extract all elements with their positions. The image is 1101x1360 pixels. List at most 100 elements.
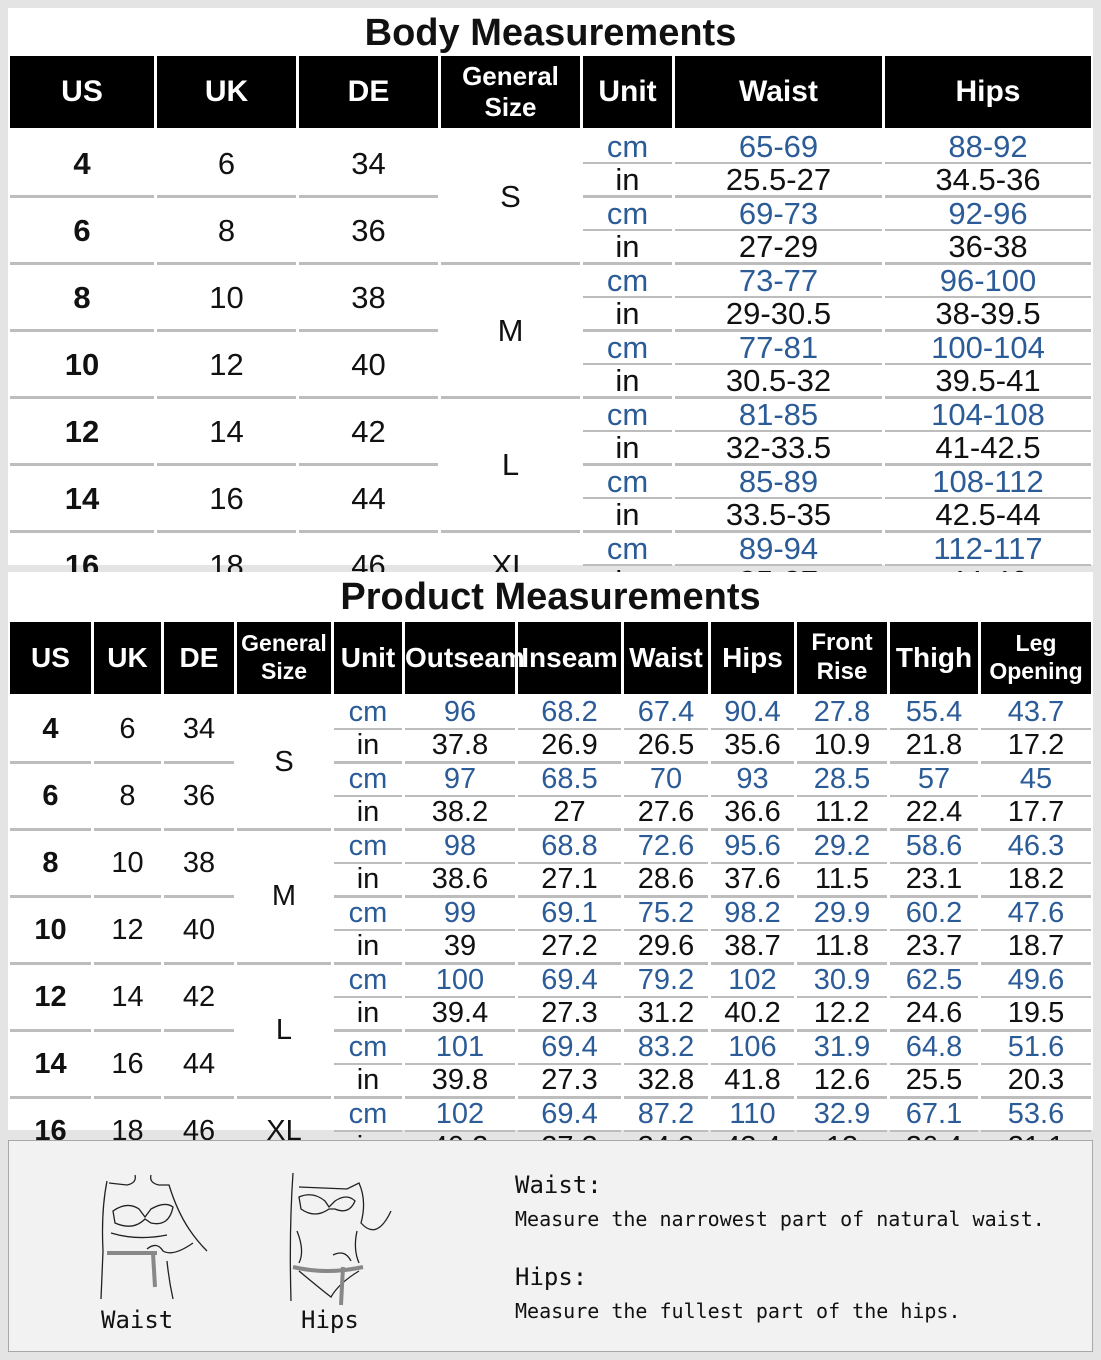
product-measurements-title: Product Measurements — [340, 576, 761, 618]
value-hips-cm: 98.2 — [711, 898, 794, 931]
value-front-rise-cm: 30.9 — [797, 965, 887, 998]
value-leg-opening-cm: 43.7 — [981, 697, 1091, 730]
value-inseam-cm: 68.8 — [518, 831, 621, 864]
table-row-size-14-in: in 39.8 27.3 32.8 41.8 12.6 25.5 20.3 — [10, 1065, 1091, 1099]
value-waist-in: 27.6 — [624, 797, 708, 831]
hips-instruction: Hips: Measure the fullest part of the hi… — [515, 1263, 961, 1323]
de-size-cell: 40 — [299, 332, 438, 399]
value-inseam-in: 27.3 — [518, 1065, 621, 1099]
value-outseam-in: 38.2 — [405, 797, 515, 831]
value-outseam-cm: 98 — [405, 831, 515, 864]
table-row-size-6-cm: 6 8 36 cm 97 68.5 70 93 28.5 57 45 — [10, 764, 1091, 831]
value-leg-opening-in: 19.5 — [981, 998, 1091, 1032]
table-row-size-4-in: in 37.8 26.9 26.5 35.6 10.9 21.8 17.2 — [10, 730, 1091, 764]
value-waist-cm: 75.2 — [624, 898, 708, 931]
waist-instruction: Waist: Measure the narrowest part of nat… — [515, 1171, 1045, 1231]
table-row-size-16-cm: 16 18 46 XL cm 102 69.4 87.2 110 32.9 67.1 53.6 — [10, 1099, 1091, 1146]
value-hips-cm: 100-104 — [885, 332, 1091, 365]
unit-cell: cm — [334, 697, 402, 730]
unit-cell: cm — [583, 265, 672, 298]
unit-cell: cm — [583, 399, 672, 432]
value-leg-opening-cm: 53.6 — [981, 1099, 1091, 1132]
header-leg-opening: Leg Opening — [981, 622, 1091, 694]
header-us: US — [10, 56, 154, 128]
value-thigh-cm: 60.2 — [890, 898, 978, 931]
value-leg-opening-cm: 51.6 — [981, 1032, 1091, 1065]
value-leg-opening-in: 18.2 — [981, 864, 1091, 898]
us-size-cell: 14 — [10, 466, 154, 533]
hips-instruction-text: Measure the fullest part of the hips. — [515, 1299, 961, 1323]
value-leg-opening-in: 17.7 — [981, 797, 1091, 831]
unit-cell: cm — [583, 332, 672, 365]
value-hips-cm: 106 — [711, 1032, 794, 1065]
product-measurements-panel: Product Measurements US UK DE General Size U… — [8, 572, 1093, 1163]
uk-size-cell: 14 — [157, 399, 296, 466]
value-leg-opening-in: 17.2 — [981, 730, 1091, 764]
value-outseam-in: 39.8 — [405, 1065, 515, 1099]
general-size-cell: S — [441, 131, 580, 265]
value-front-rise-cm: 29.9 — [797, 898, 887, 931]
value-waist-cm: 65-69 — [675, 131, 882, 164]
header-general-size: General Size — [237, 622, 331, 694]
unit-cell: in — [334, 998, 402, 1032]
table-row-size-10-in: in 30.5-32 39.5-41 — [10, 365, 1091, 399]
body-measurements-panel: Body Measurements US UK DE General Size Unit… — [8, 8, 1093, 597]
unit-cell: cm — [334, 1032, 402, 1065]
value-hips-in: 35.6 — [711, 730, 794, 764]
value-waist-cm: 81-85 — [675, 399, 882, 432]
value-waist-cm: 73-77 — [675, 265, 882, 298]
uk-size-cell: 16 — [94, 1032, 161, 1099]
value-waist-cm: 77-81 — [675, 332, 882, 365]
value-hips-in: 38-39.5 — [885, 298, 1091, 332]
value-waist-cm: 79.2 — [624, 965, 708, 998]
value-hips-in: 39.5-41 — [885, 365, 1091, 399]
us-size-cell: 8 — [10, 831, 91, 898]
header-outseam: Outseam — [405, 622, 525, 694]
value-outseam-cm: 101 — [405, 1032, 515, 1065]
unit-cell: cm — [583, 198, 672, 231]
de-size-cell: 38 — [164, 831, 234, 898]
header-row: US UK DE General Size Unit Waist Hips — [10, 56, 1091, 128]
value-outseam-cm: 102 — [405, 1099, 515, 1132]
us-size-cell: 4 — [10, 697, 91, 764]
value-outseam-cm: 96 — [405, 697, 515, 730]
value-hips-in: 41-42.5 — [885, 432, 1091, 466]
value-thigh-cm: 57 — [890, 764, 978, 797]
de-size-cell: 42 — [299, 399, 438, 466]
value-front-rise-in: 11.8 — [797, 931, 887, 965]
de-size-cell: 34 — [164, 697, 234, 764]
us-size-cell: 10 — [10, 332, 154, 399]
value-thigh-in: 25.5 — [890, 1065, 978, 1099]
value-hips-cm: 96-100 — [885, 265, 1091, 298]
value-hips-cm: 93 — [711, 764, 794, 797]
de-size-cell: 44 — [164, 1032, 234, 1099]
uk-size-cell: 12 — [94, 898, 161, 965]
value-waist-in: 28.6 — [624, 864, 708, 898]
value-thigh-in: 22.4 — [890, 797, 978, 831]
table-row-size-14-cm: 14 16 44 cm 85-89 108-112 — [10, 466, 1091, 533]
value-leg-opening-cm: 47.6 — [981, 898, 1091, 931]
unit-cell: cm — [334, 898, 402, 931]
value-inseam-in: 26.9 — [518, 730, 621, 764]
header-thigh: Thigh — [890, 622, 978, 694]
uk-size-cell: 6 — [157, 131, 296, 198]
value-waist-in: 32.8 — [624, 1065, 708, 1099]
uk-size-cell: 12 — [157, 332, 296, 399]
table-row-size-8-in: in 29-30.5 38-39.5 — [10, 298, 1091, 332]
table-row-size-10-cm: 10 12 40 cm 99 69.1 75.2 98.2 29.9 60.2 47.6 — [10, 898, 1091, 965]
value-thigh-cm: 62.5 — [890, 965, 978, 998]
us-size-cell: 10 — [10, 898, 91, 965]
value-waist-in: 25.5-27 — [675, 164, 882, 198]
de-size-cell: 42 — [164, 965, 234, 1032]
header-waist: Waist — [675, 56, 882, 128]
header-de: DE — [299, 56, 438, 128]
value-leg-opening-cm: 45 — [981, 764, 1091, 797]
unit-cell: in — [583, 499, 672, 533]
unit-cell: in — [583, 298, 672, 332]
uk-size-cell: 16 — [157, 466, 296, 533]
value-leg-opening-in: 18.7 — [981, 931, 1091, 965]
value-waist-cm: 87.2 — [624, 1099, 708, 1132]
value-front-rise-cm: 29.2 — [797, 831, 887, 864]
header-inseam: Inseam — [518, 622, 621, 694]
value-hips-cm: 88-92 — [885, 131, 1091, 164]
